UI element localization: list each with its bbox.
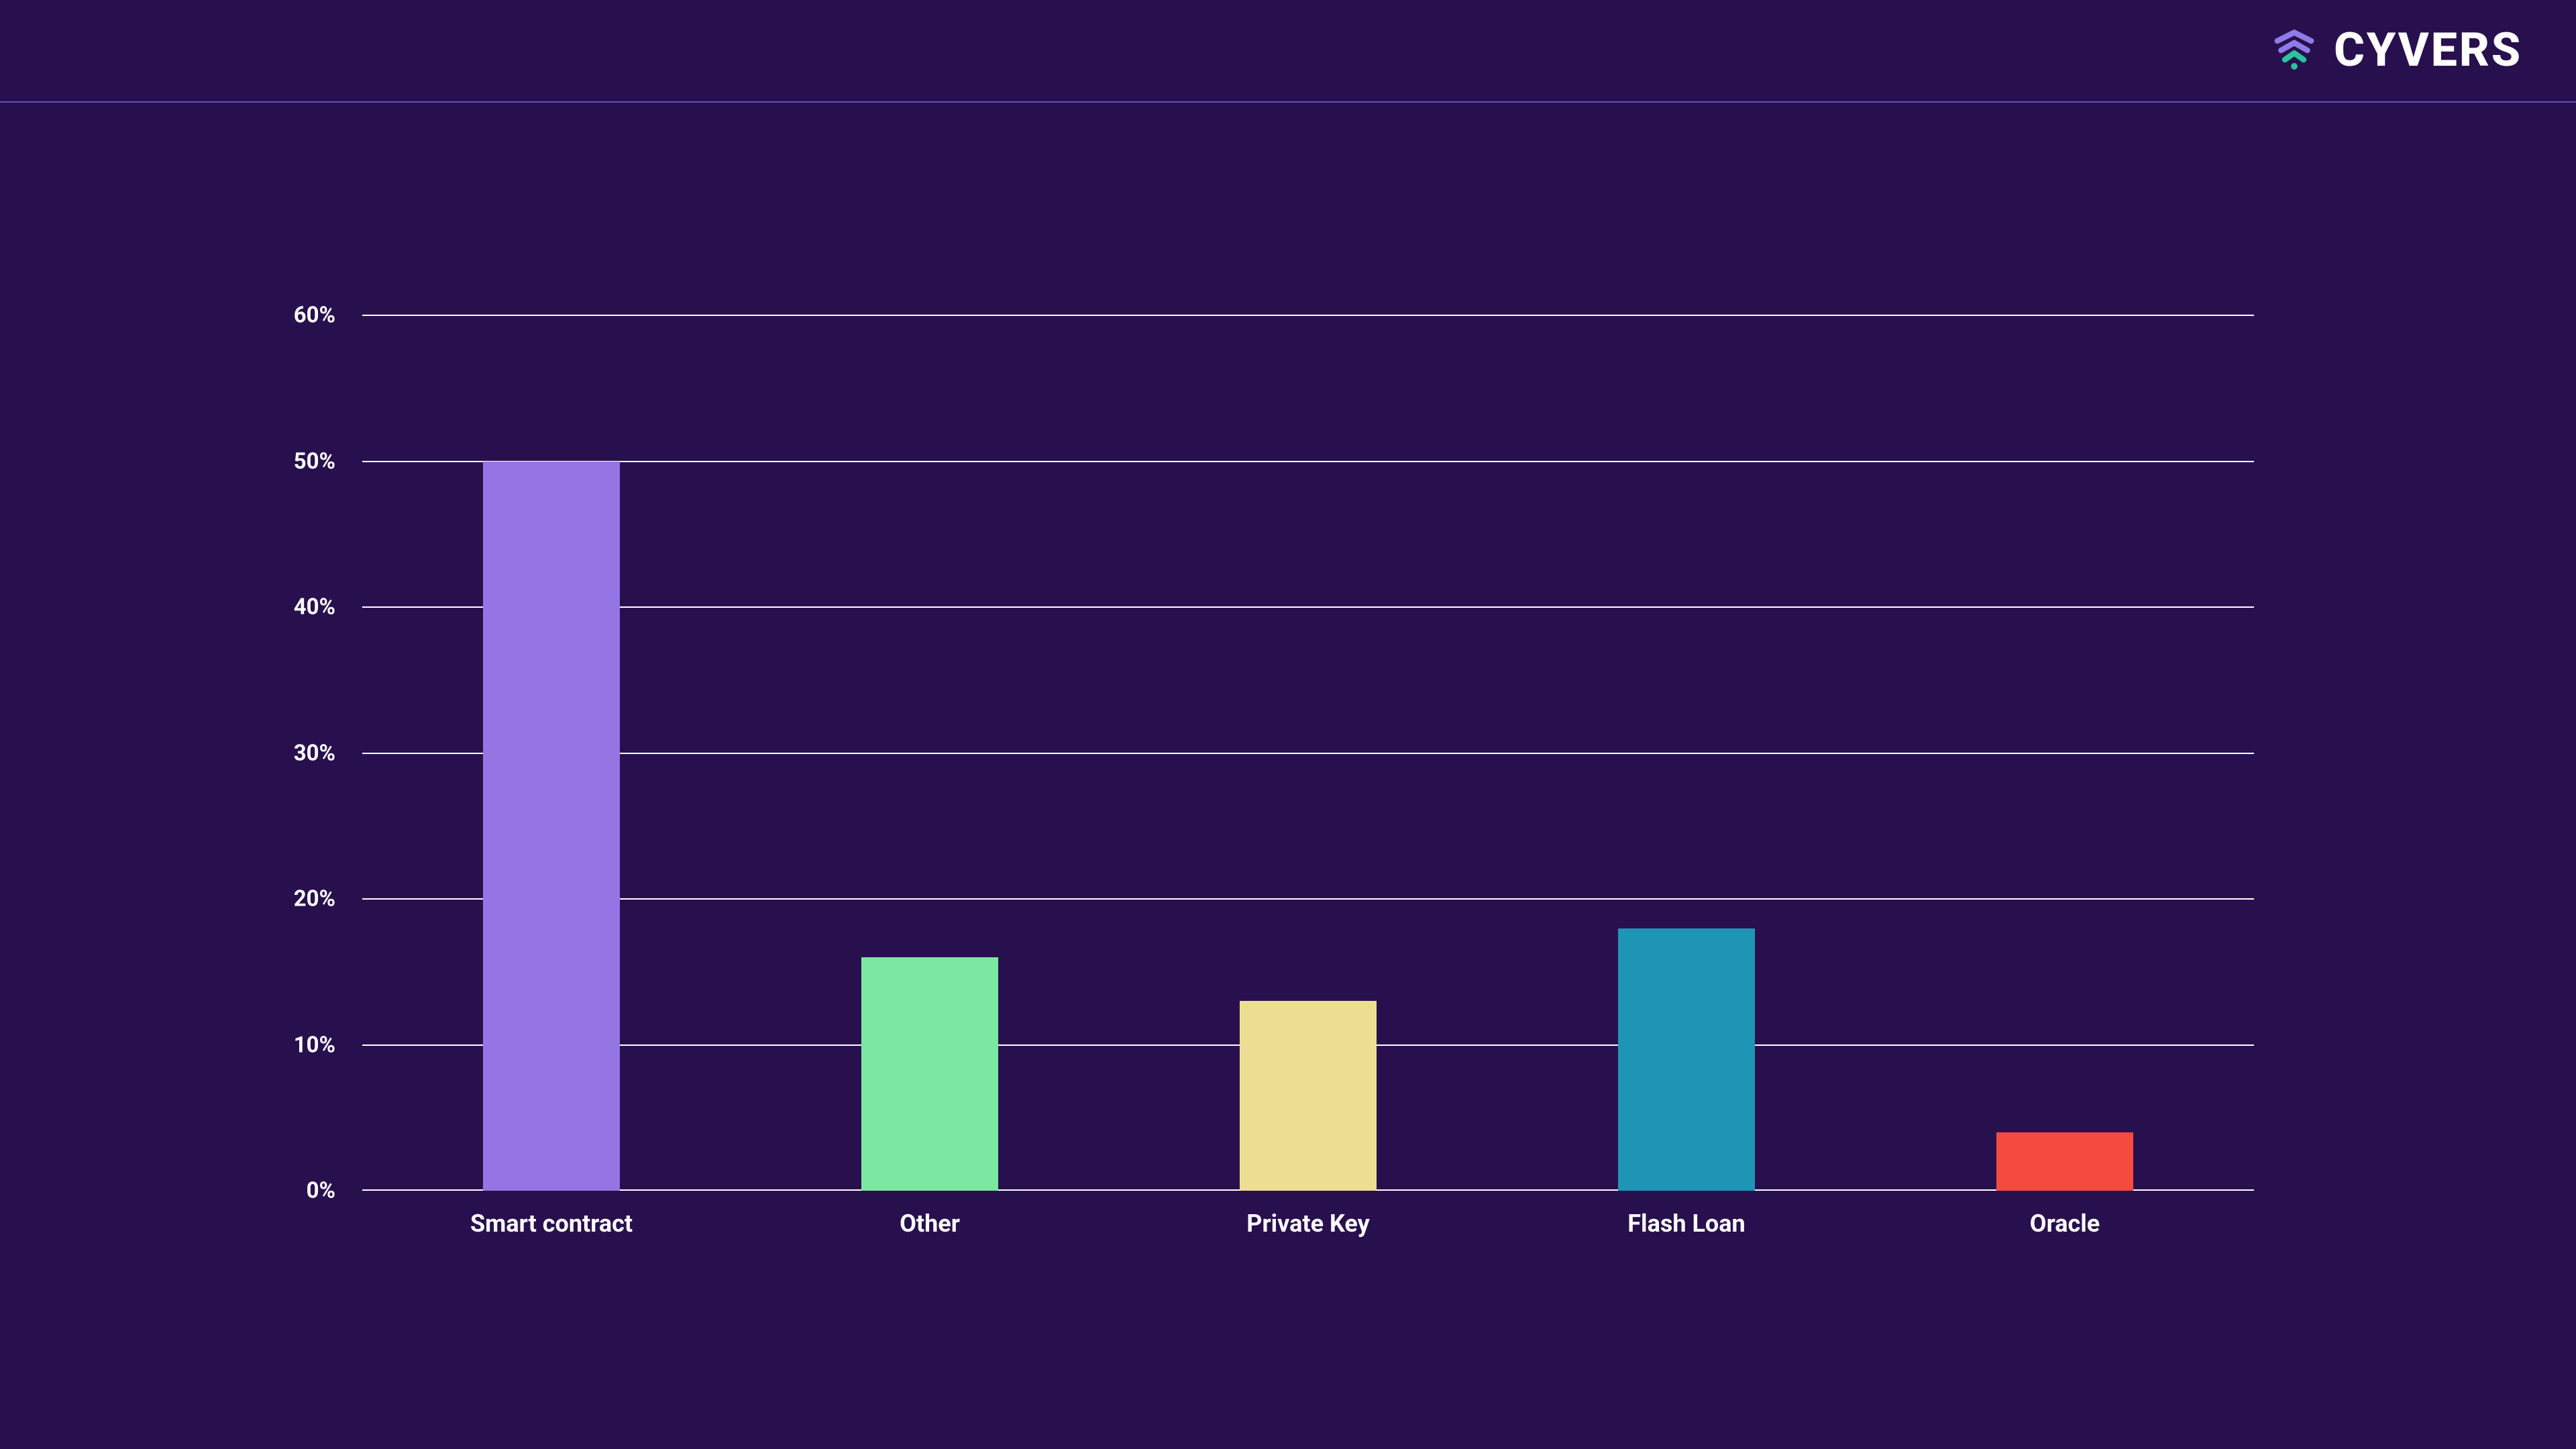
brand-name: CYVERS: [2334, 23, 2522, 78]
x-category-label: Smart contract: [470, 1191, 633, 1238]
bar: [483, 462, 619, 1191]
y-tick-label: 60%: [294, 303, 362, 329]
y-tick-label: 10%: [294, 1032, 362, 1058]
gridline: [362, 898, 2254, 900]
y-tick-label: 20%: [294, 886, 362, 912]
y-tick-label: 50%: [294, 448, 362, 474]
plot-area: 0%10%20%30%40%50%60%Smart contractOtherP…: [362, 315, 2254, 1191]
gridline: [362, 315, 2254, 316]
x-category-label: Oracle: [2030, 1191, 2100, 1238]
header: CYVERS: [0, 0, 2576, 101]
x-category-label: Flash Loan: [1627, 1191, 1745, 1238]
gridline: [362, 753, 2254, 754]
bar: [861, 957, 998, 1191]
bar: [1996, 1132, 2133, 1191]
brand-logo-icon: [2271, 27, 2318, 74]
header-divider: [0, 101, 2576, 103]
brand: CYVERS: [2271, 23, 2522, 78]
gridline: [362, 606, 2254, 608]
bar: [1240, 1001, 1376, 1191]
gridline: [362, 461, 2254, 462]
x-category-label: Private Key: [1246, 1191, 1369, 1238]
bar-chart: 0%10%20%30%40%50%60%Smart contractOtherP…: [362, 315, 2254, 1191]
y-tick-label: 40%: [294, 594, 362, 621]
bar: [1618, 928, 1754, 1191]
y-tick-label: 30%: [294, 740, 362, 766]
y-tick-label: 0%: [307, 1178, 362, 1204]
x-category-label: Other: [900, 1191, 960, 1238]
chart-container: 0% 10% 20% 30% 40% 50% 60% Smart contract Other P…: [0, 114, 2576, 1449]
